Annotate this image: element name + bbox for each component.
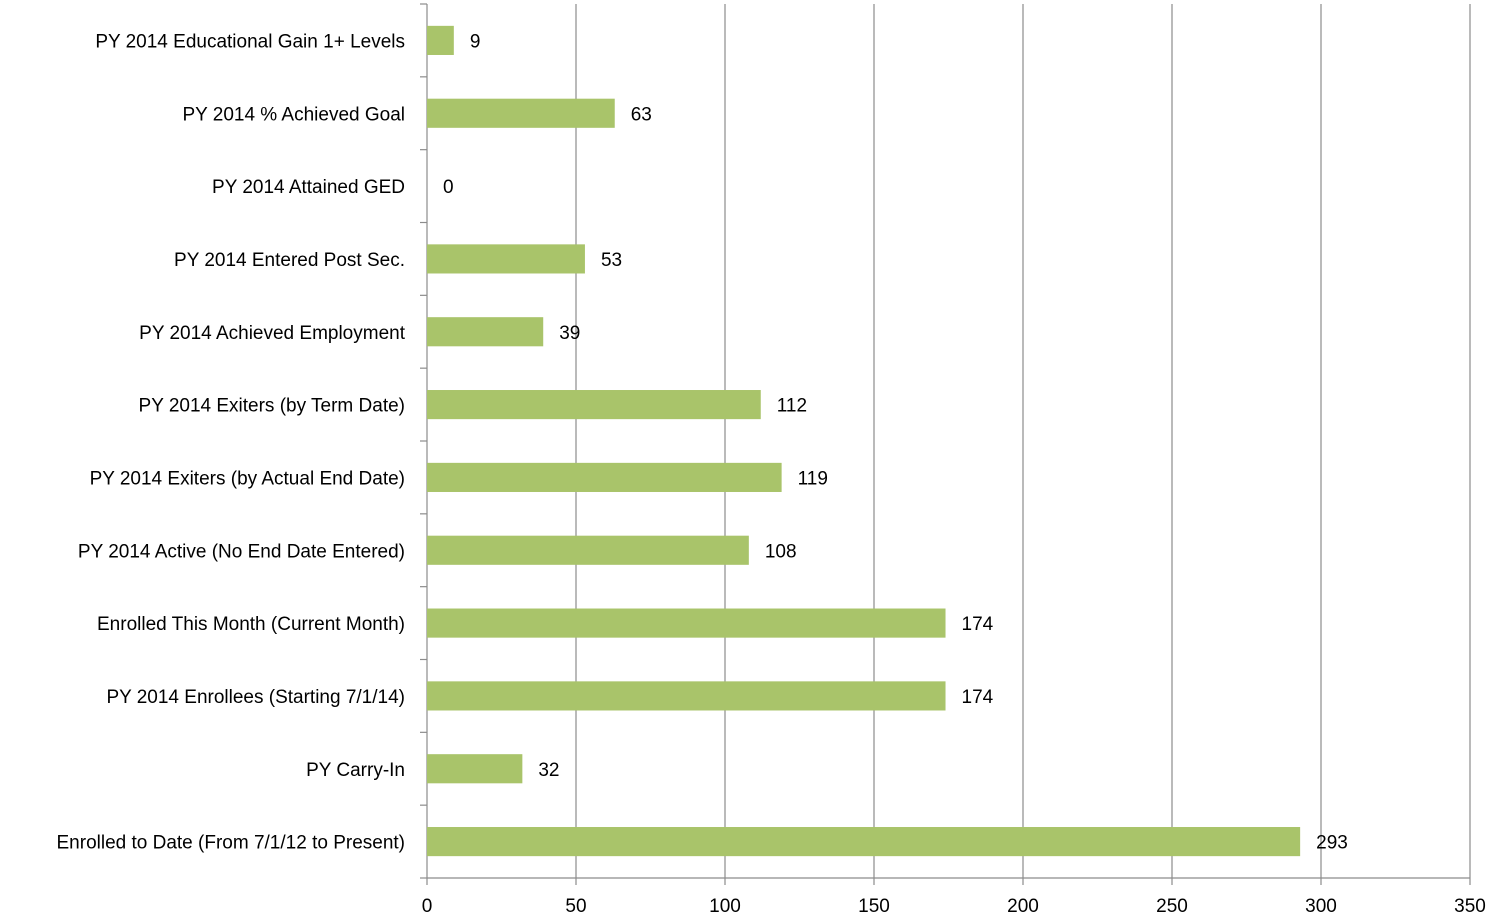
bar: [427, 99, 615, 128]
x-tick-label: 150: [858, 896, 890, 917]
data-label: 9: [470, 31, 481, 52]
category-label: PY 2014 Exiters (by Actual End Date): [90, 468, 405, 489]
bars: [427, 26, 1300, 856]
x-tick-label: 200: [1007, 896, 1039, 917]
data-label: 112: [777, 396, 807, 417]
bar: [427, 463, 782, 492]
category-label: PY 2014 Exiters (by Term Date): [139, 396, 405, 417]
bar: [427, 244, 585, 273]
data-label: 119: [798, 468, 828, 489]
bar: [427, 609, 946, 638]
data-label: 53: [601, 250, 622, 271]
data-label: 174: [962, 614, 994, 635]
category-label: PY 2014 Attained GED: [212, 177, 405, 198]
category-label: PY 2014 Entered Post Sec.: [174, 250, 405, 271]
category-label: PY Carry-In: [306, 760, 405, 781]
bar: [427, 681, 946, 710]
category-label: Enrolled This Month (Current Month): [97, 614, 405, 635]
category-label: Enrolled to Date (From 7/1/12 to Present…: [57, 833, 406, 854]
bar: [427, 390, 761, 419]
category-label: PY 2014 % Achieved Goal: [182, 104, 405, 125]
data-label: 39: [559, 323, 580, 344]
data-label: 63: [631, 104, 652, 125]
x-tick-label: 350: [1454, 896, 1486, 917]
data-label: 32: [538, 760, 559, 781]
x-tick-label: 100: [709, 896, 741, 917]
bar: [427, 26, 454, 55]
x-tick-label: 0: [422, 896, 433, 917]
axes: [420, 4, 1470, 885]
x-tick-label: 250: [1156, 896, 1188, 917]
category-label: PY 2014 Educational Gain 1+ Levels: [95, 31, 405, 52]
data-label: 174: [962, 687, 994, 708]
data-label: 108: [765, 541, 797, 562]
x-tick-label: 300: [1305, 896, 1337, 917]
data-label: 293: [1316, 833, 1348, 854]
bar: [427, 317, 543, 346]
x-tick-label: 50: [565, 896, 586, 917]
bar: [427, 754, 522, 783]
category-label: PY 2014 Active (No End Date Entered): [78, 541, 405, 562]
category-label: PY 2014 Achieved Employment: [139, 323, 406, 344]
category-label: PY 2014 Enrollees (Starting 7/1/14): [106, 687, 405, 708]
bar: [427, 827, 1300, 856]
data-label: 0: [443, 177, 454, 198]
bar: [427, 536, 749, 565]
gridlines: [576, 4, 1470, 878]
